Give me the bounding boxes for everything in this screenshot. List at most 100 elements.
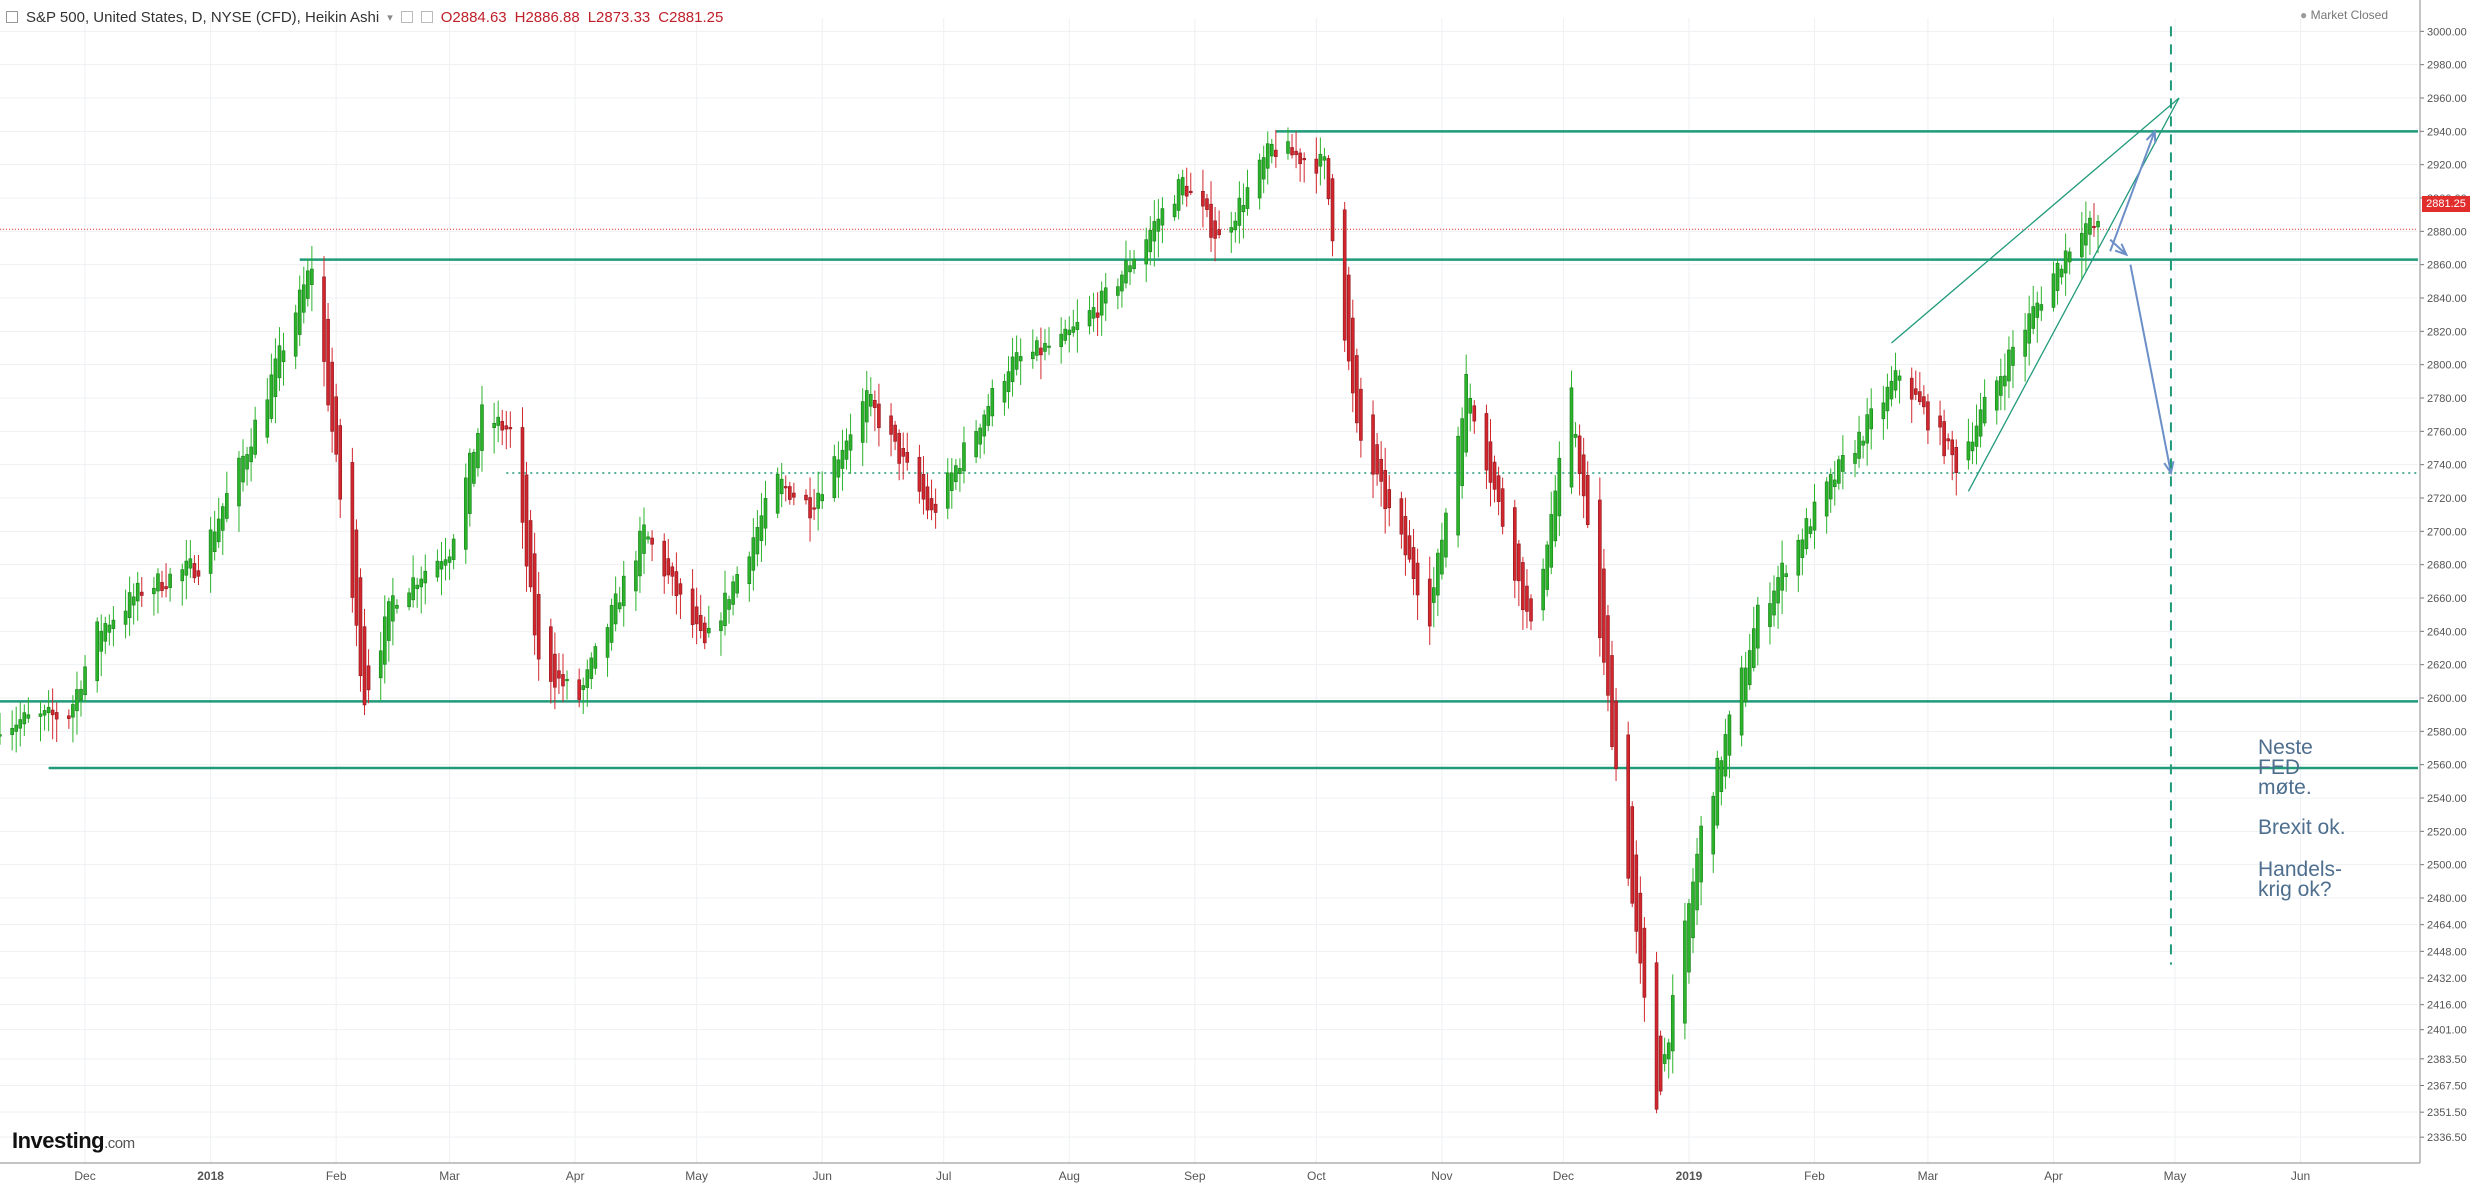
y-tick-label: 2780.00 (2427, 393, 2467, 405)
candle-body (1517, 543, 1521, 582)
candle-body (362, 626, 367, 706)
candle-body (2051, 273, 2056, 308)
y-tick-label: 2520.00 (2427, 826, 2467, 838)
candle-body (1828, 474, 1833, 500)
candle-body (747, 556, 752, 585)
candle-body (164, 586, 168, 590)
candle-body (310, 268, 314, 285)
x-tick-label: Mar (1918, 1169, 1939, 1183)
candle-body (1841, 455, 1845, 472)
candle-body (46, 706, 51, 714)
annotation-brexit: Brexit ok. (2258, 816, 2346, 839)
candle-body (1237, 197, 1242, 226)
candle-body (638, 530, 642, 577)
candle-body (216, 518, 221, 543)
candle-body (1897, 375, 1902, 381)
candle-body (1444, 512, 1448, 558)
candle-body (832, 456, 837, 498)
candle-body (139, 591, 144, 596)
candle-body (1642, 927, 1647, 998)
candle-body (103, 623, 108, 642)
candle-body (1371, 414, 1375, 475)
candle-body (2092, 225, 2096, 229)
candle-body (212, 531, 217, 552)
candle-body (50, 709, 55, 716)
candle-body (1006, 371, 1011, 393)
candle-body (1691, 881, 1695, 939)
candle-body (123, 610, 128, 625)
candle-body (840, 449, 845, 469)
candle-body (447, 556, 452, 563)
candle-body (2039, 304, 2044, 311)
candle-body (1172, 203, 1177, 218)
x-tick-label: Feb (1804, 1169, 1825, 1183)
candle-body (306, 270, 310, 299)
candle-body (706, 627, 711, 634)
candle-body (1711, 795, 1716, 855)
candle-body (1529, 598, 1533, 622)
candle-body (1059, 333, 1063, 348)
candle-body (2059, 268, 2064, 278)
instrument-title: S&P 500, United States, D, NYSE (CFD), H… (26, 8, 380, 26)
candle-body (1695, 853, 1699, 911)
candle-body (1521, 562, 1525, 611)
candle-body (1573, 434, 1578, 438)
settings-button[interactable] (400, 11, 413, 23)
candle-body (816, 492, 820, 509)
candle-body (1399, 498, 1404, 535)
candle-body (1274, 149, 1278, 157)
candle-body (1063, 328, 1068, 341)
candle-body (1120, 274, 1124, 292)
candle-body (719, 620, 723, 631)
projection-arrow (2109, 130, 2156, 252)
candle-body (1727, 714, 1732, 756)
candle-body (1800, 539, 1805, 558)
candle-body (269, 374, 274, 419)
candle-body (836, 459, 841, 478)
candle-body (500, 421, 505, 431)
candle-body (1756, 604, 1760, 649)
candle-body (253, 419, 257, 455)
candle-body (613, 593, 618, 625)
x-tick-label: Jul (936, 1169, 951, 1183)
candle-body (2031, 306, 2036, 329)
candle-body (241, 455, 245, 483)
candle-body (1290, 147, 1294, 156)
y-tick-label: 2336.50 (2427, 1132, 2467, 1144)
y-tick-label: 2480.00 (2427, 893, 2467, 905)
candle-body (1184, 185, 1189, 197)
candle-body (1302, 158, 1306, 161)
candle-body (1039, 347, 1043, 356)
y-tick-label: 2464.00 (2427, 920, 2467, 932)
candle-body (581, 685, 586, 690)
candle-body (873, 399, 877, 408)
investing-logo: Investing.com (12, 1128, 135, 1154)
candle-body (1784, 573, 1788, 577)
candle-body (395, 604, 399, 609)
chevron-down-icon[interactable]: ▾ (387, 11, 393, 24)
candle-body (1626, 734, 1631, 879)
candle-body (982, 414, 987, 437)
candle-body (1099, 290, 1104, 316)
candle-body (407, 592, 411, 608)
candle-body (1715, 757, 1720, 826)
candles (0, 127, 2100, 1114)
candle-body (1496, 475, 1501, 502)
candle-body (10, 727, 14, 735)
x-tick-label: Jun (2291, 1169, 2310, 1183)
candle-body (2023, 329, 2027, 357)
candle-body (617, 602, 622, 610)
candle-body (1144, 239, 1149, 265)
candle-body (439, 561, 444, 570)
candle-body (1269, 143, 1274, 157)
candle-body (472, 452, 476, 484)
hide-button[interactable] (420, 11, 433, 23)
candle-body (1436, 552, 1440, 596)
collapse-legend-button[interactable] (6, 11, 18, 23)
candle-body (1201, 190, 1205, 207)
candle-body (387, 601, 391, 641)
candle-body (1359, 388, 1363, 441)
candle-body (1581, 454, 1586, 497)
candle-body (1188, 190, 1193, 194)
